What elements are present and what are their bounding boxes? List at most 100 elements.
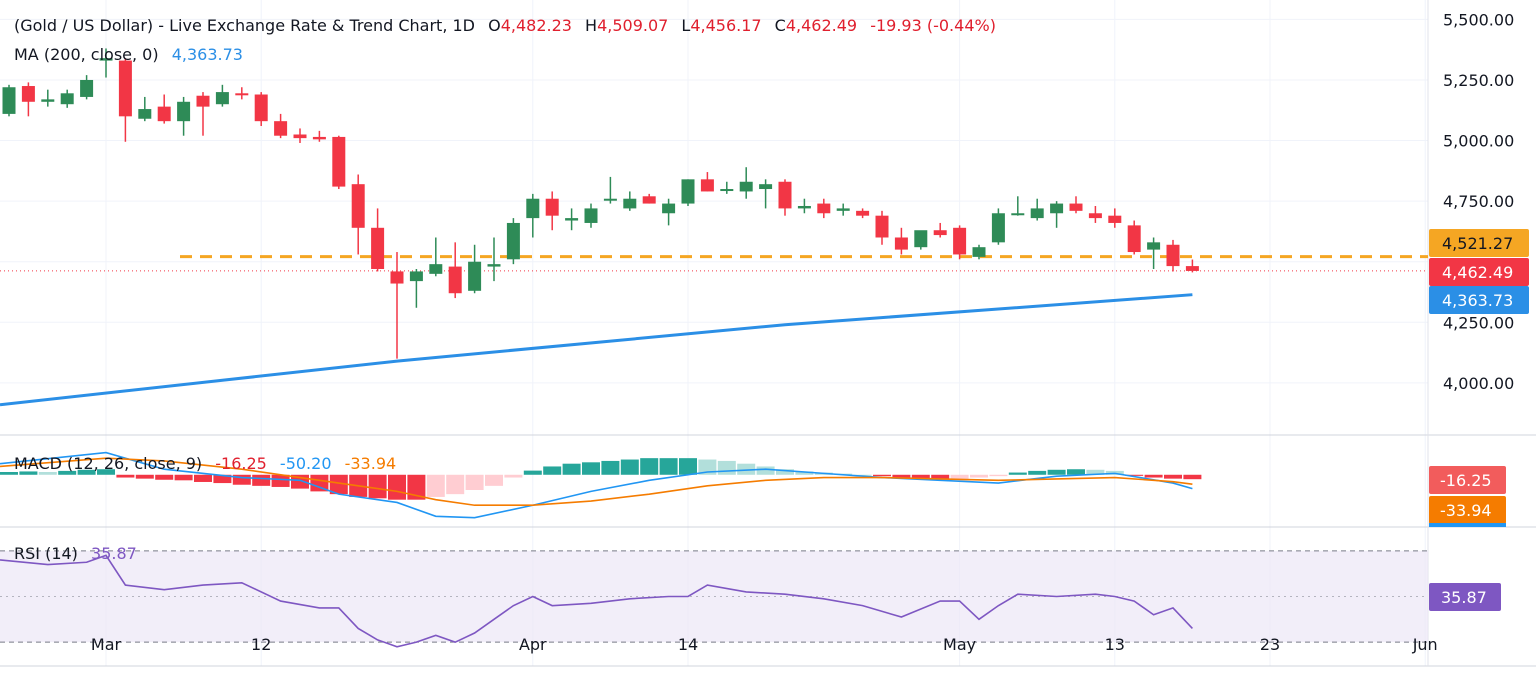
- candle[interactable]: [1030, 198, 1044, 221]
- candle[interactable]: [662, 198, 676, 226]
- candle[interactable]: [254, 92, 268, 127]
- candle[interactable]: [565, 208, 579, 231]
- chart-title: (Gold / US Dollar) - Live Exchange Rate …: [14, 16, 475, 35]
- candle-body: [603, 198, 617, 201]
- candle[interactable]: [390, 252, 404, 359]
- candle-body: [371, 227, 385, 269]
- candle[interactable]: [332, 135, 346, 190]
- rsi-tag: 35.87: [1429, 583, 1501, 611]
- candle[interactable]: [196, 92, 210, 136]
- macd-legend-macd: -50.20: [280, 454, 332, 473]
- candle[interactable]: [1185, 259, 1199, 273]
- candle-body: [778, 181, 792, 209]
- candle[interactable]: [1147, 237, 1161, 269]
- candle[interactable]: [371, 208, 385, 272]
- candle[interactable]: [545, 191, 559, 231]
- candle[interactable]: [584, 203, 598, 228]
- price-axis[interactable]: 5,500.00 5,250.00 5,000.00 4,750.00 4,250.00…: [1443, 10, 1514, 393]
- candle[interactable]: [526, 193, 540, 238]
- macd-hist-bar: [523, 470, 542, 475]
- candle[interactable]: [875, 210, 889, 245]
- last-price-text: 4,462.49: [1442, 263, 1513, 282]
- candle[interactable]: [836, 203, 850, 216]
- candle[interactable]: [409, 268, 423, 308]
- candle[interactable]: [351, 174, 365, 255]
- candle[interactable]: [2, 84, 16, 117]
- candle[interactable]: [894, 227, 908, 255]
- candle[interactable]: [720, 181, 734, 194]
- candle[interactable]: [1166, 239, 1180, 272]
- candle[interactable]: [797, 198, 811, 214]
- candle[interactable]: [99, 48, 113, 78]
- candle[interactable]: [235, 87, 249, 100]
- candle[interactable]: [817, 198, 831, 219]
- candle-body: [138, 109, 152, 119]
- candle[interactable]: [118, 58, 132, 142]
- candle[interactable]: [80, 75, 94, 100]
- time-tick-label: Apr: [519, 635, 547, 654]
- candle[interactable]: [972, 244, 986, 260]
- change-value: -19.93 (-0.44%): [870, 16, 996, 35]
- candle[interactable]: [759, 179, 773, 209]
- candle[interactable]: [778, 179, 792, 216]
- candle-body: [1050, 203, 1064, 214]
- macd-signal-line[interactable]: [0, 457, 1193, 507]
- rsi-line[interactable]: [0, 554, 1193, 648]
- ma-legend[interactable]: MA (200, close, 0) 4,363.73: [14, 45, 243, 64]
- candle[interactable]: [429, 237, 443, 277]
- candles[interactable]: [2, 48, 1199, 359]
- candle[interactable]: [856, 208, 870, 219]
- candle[interactable]: [953, 225, 967, 260]
- candle[interactable]: [21, 82, 35, 117]
- rsi-legend[interactable]: RSI (14) 35.87: [14, 544, 137, 563]
- candle-body: [390, 271, 404, 284]
- candle[interactable]: [274, 113, 288, 139]
- price-tick-label: 5,500.00: [1443, 10, 1514, 29]
- candle[interactable]: [1069, 196, 1083, 214]
- candle[interactable]: [177, 96, 191, 136]
- candle[interactable]: [293, 128, 307, 143]
- macd-lines[interactable]: [0, 451, 1193, 519]
- macd-hist-bar: [620, 459, 639, 475]
- rsi-legend-value: 35.87: [91, 544, 137, 563]
- candle[interactable]: [991, 208, 1005, 245]
- macd-hist-bar: [873, 474, 891, 477]
- candle[interactable]: [312, 130, 326, 142]
- ma-line[interactable]: [0, 293, 1193, 407]
- time-axis[interactable]: Mar 12 Apr 14 May 13 23 Jun: [91, 635, 1438, 654]
- candle[interactable]: [138, 96, 152, 122]
- candle[interactable]: [642, 193, 656, 204]
- ma-price-text: 4,363.73: [1442, 291, 1513, 310]
- candle[interactable]: [448, 242, 462, 299]
- candle[interactable]: [1108, 208, 1122, 228]
- candle[interactable]: [215, 84, 229, 107]
- candle[interactable]: [933, 222, 947, 238]
- ma-200-line[interactable]: [0, 293, 1193, 407]
- candle[interactable]: [1011, 196, 1025, 216]
- macd-histogram[interactable]: [0, 458, 1202, 500]
- macd-hist-bar: [1047, 469, 1066, 475]
- candle[interactable]: [700, 172, 714, 192]
- last-price-tag: 4,462.49: [1429, 258, 1529, 286]
- candle[interactable]: [681, 179, 695, 206]
- candle[interactable]: [1088, 205, 1102, 223]
- candle[interactable]: [506, 218, 520, 265]
- candle[interactable]: [914, 230, 928, 250]
- candle[interactable]: [1127, 220, 1141, 255]
- macd-legend-signal: -33.94: [345, 454, 397, 473]
- candle[interactable]: [157, 94, 171, 124]
- candle[interactable]: [1050, 201, 1064, 228]
- candle[interactable]: [623, 191, 637, 211]
- macd-legend[interactable]: MACD (12, 26, close, 9) -16.25 -50.20 -3…: [14, 454, 396, 473]
- candle[interactable]: [739, 167, 753, 199]
- candle[interactable]: [41, 89, 55, 107]
- candle[interactable]: [487, 237, 501, 282]
- candle[interactable]: [603, 176, 617, 204]
- macd-hist-bar: [1086, 469, 1105, 475]
- candle[interactable]: [468, 244, 482, 294]
- rsi-polyline[interactable]: [0, 554, 1193, 648]
- candle-body: [409, 271, 423, 282]
- candle[interactable]: [60, 89, 74, 108]
- macd-hist-bar: [1144, 474, 1163, 478]
